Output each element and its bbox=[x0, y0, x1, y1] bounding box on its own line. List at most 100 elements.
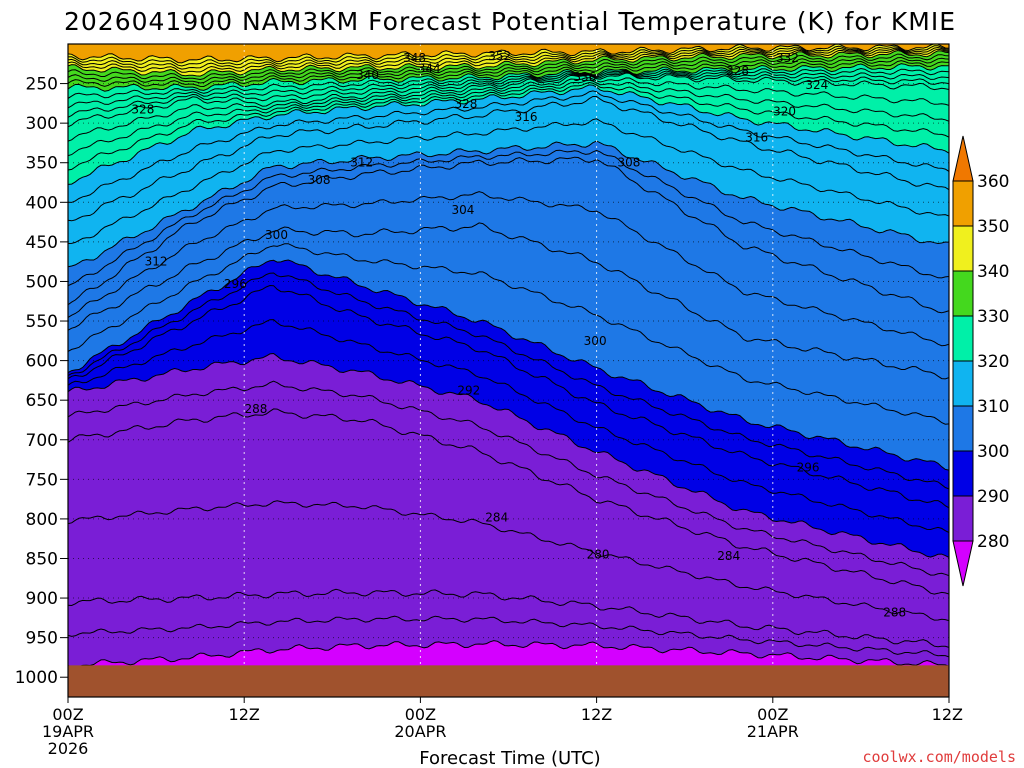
isentrope-326 bbox=[68, 77, 949, 142]
y-tick-label: 1000 bbox=[15, 668, 58, 688]
colorbar-top-arrow bbox=[952, 135, 974, 182]
contour-label: 300 bbox=[584, 334, 607, 348]
contour-label: 352 bbox=[488, 49, 511, 63]
theta-band-292 bbox=[68, 285, 949, 558]
theta-band-296 bbox=[68, 260, 949, 508]
colorbar-label: 310 bbox=[977, 397, 1009, 417]
y-tick-label: 600 bbox=[26, 352, 58, 372]
colorbar-box-300 bbox=[952, 405, 974, 452]
y-tick-label: 850 bbox=[26, 549, 58, 569]
isentrope-298 bbox=[68, 272, 949, 490]
contour-label: 284 bbox=[717, 549, 740, 563]
y-tick-label: 350 bbox=[26, 154, 58, 174]
theta-filled-bands bbox=[68, 44, 949, 697]
colorbar-label: 290 bbox=[977, 487, 1009, 507]
isentrope-348 bbox=[68, 46, 949, 70]
isentrope-336 bbox=[68, 63, 949, 92]
contour-label: 296 bbox=[797, 460, 820, 474]
contour-label: 280 bbox=[587, 548, 610, 562]
x-tick-label: 20APR bbox=[394, 722, 446, 741]
theta-band-312 bbox=[68, 96, 949, 267]
contour-label: 284 bbox=[485, 510, 508, 524]
isentrope-314 bbox=[68, 118, 949, 244]
isentrope-322 bbox=[68, 81, 949, 171]
contour-labels: 348 352 332 344 340 336 328 324 328 328 320 316 316 3… bbox=[131, 49, 906, 619]
isentrope-340 bbox=[68, 56, 949, 84]
colorbar-box-290 bbox=[952, 450, 974, 497]
chart-title: 2026041900 NAM3KM Forecast Potential Tem… bbox=[64, 7, 956, 36]
contour-label: 312 bbox=[145, 255, 168, 269]
theta-band-316 bbox=[68, 84, 949, 221]
theta-band-280 bbox=[68, 589, 949, 668]
contour-label: 328 bbox=[131, 103, 154, 117]
isentrope-320 bbox=[68, 84, 949, 185]
plot-frame bbox=[67, 43, 950, 698]
isentrope-294 bbox=[68, 319, 949, 534]
colorbar-box-330 bbox=[952, 270, 974, 317]
y-tick-label: 400 bbox=[26, 193, 58, 213]
colorbar-label: 350 bbox=[977, 217, 1009, 237]
isentrope-302 bbox=[68, 243, 949, 425]
isentrope-312 bbox=[68, 140, 949, 268]
y-tick-label: 250 bbox=[26, 75, 58, 95]
y-tick-label: 900 bbox=[26, 589, 58, 609]
contour-label: 316 bbox=[515, 110, 538, 124]
x-tick-label: 12Z bbox=[229, 705, 260, 724]
x-tick-label: 12Z bbox=[932, 705, 963, 724]
colorbar-box-320 bbox=[952, 315, 974, 362]
plot-area: 348 352 332 344 340 336 328 324 328 328 320 316 316 3… bbox=[68, 44, 949, 697]
contour-label: 288 bbox=[883, 605, 906, 619]
contour-label: 324 bbox=[805, 78, 828, 92]
y-tick-label: 950 bbox=[26, 629, 58, 649]
x-tick-label: 19APR bbox=[42, 722, 94, 741]
colorbar-legend: 280 290 300 310 320 330 340 350 360 bbox=[952, 135, 1009, 587]
isentrope-310 bbox=[68, 149, 949, 287]
x-tick-label: 12Z bbox=[581, 705, 612, 724]
theta-band-304 bbox=[68, 157, 949, 379]
isentrope-292 bbox=[68, 352, 949, 558]
colorbar-label: 360 bbox=[977, 172, 1009, 192]
isentrope-332 bbox=[68, 70, 949, 109]
isentrope-306 bbox=[68, 191, 949, 347]
contour-label: 300 bbox=[265, 228, 288, 242]
contour-label: 304 bbox=[452, 203, 475, 217]
contour-label: 340 bbox=[356, 68, 379, 82]
colorbar-box-280 bbox=[952, 495, 974, 542]
contour-label: 316 bbox=[745, 130, 768, 144]
y-tick-label: 300 bbox=[26, 114, 58, 134]
theta-band-320 bbox=[68, 73, 949, 185]
x-tick-label: 00Z bbox=[405, 705, 436, 724]
isentrope-284 bbox=[68, 588, 949, 648]
contour-label: 328 bbox=[454, 97, 477, 111]
isentrope-350 bbox=[68, 45, 949, 67]
x-axis-label: Forecast Time (UTC) bbox=[419, 748, 600, 768]
isentrope-344 bbox=[68, 49, 949, 77]
contour-label: 292 bbox=[457, 384, 480, 398]
colorbar-bottom-arrow bbox=[952, 540, 974, 587]
x-tick-label: 21APR bbox=[747, 722, 799, 741]
colorbar-label: 280 bbox=[977, 532, 1009, 552]
isentrope-318 bbox=[68, 90, 949, 203]
contour-label: 336 bbox=[573, 70, 596, 84]
colorbar-label: 300 bbox=[977, 442, 1009, 462]
y-tick-label: 500 bbox=[26, 272, 58, 292]
isentrope-328 bbox=[68, 72, 949, 128]
colorbar-label: 320 bbox=[977, 352, 1009, 372]
ground-below-surface bbox=[68, 665, 949, 697]
contour-label: 332 bbox=[776, 51, 799, 65]
colorbar-label: 330 bbox=[977, 307, 1009, 327]
isentrope-338 bbox=[68, 60, 949, 88]
contour-label: 344 bbox=[418, 62, 441, 76]
y-tick-label: 800 bbox=[26, 510, 58, 530]
contour-label: 348 bbox=[403, 51, 426, 65]
isentrope-346 bbox=[68, 48, 949, 73]
isentrope-342 bbox=[68, 53, 949, 81]
colorbar-box-310 bbox=[952, 360, 974, 407]
contour-label: 312 bbox=[350, 156, 373, 170]
isentrope-290 bbox=[68, 380, 949, 577]
isentrope-324 bbox=[68, 79, 949, 157]
y-tick-label: 450 bbox=[26, 233, 58, 253]
x-tick-label: 00Z bbox=[757, 705, 788, 724]
theta-band-300 bbox=[68, 222, 949, 471]
